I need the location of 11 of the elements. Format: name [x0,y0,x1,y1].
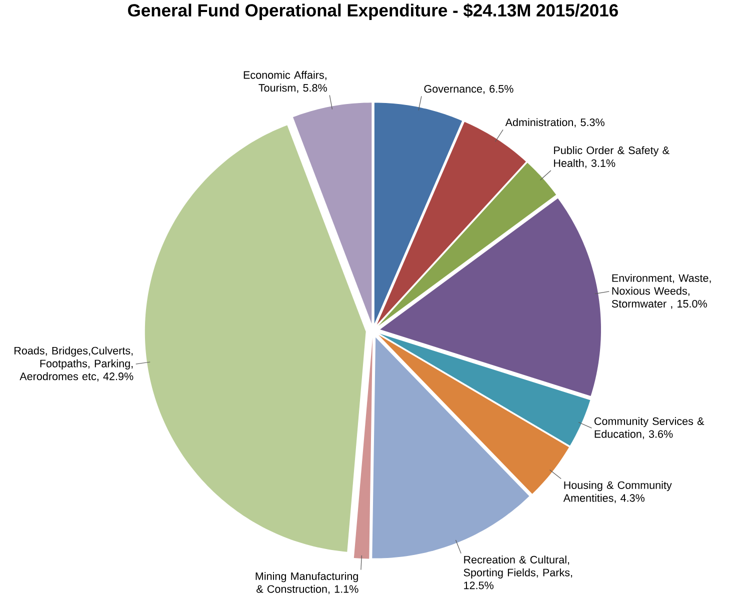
slice-label: Governance, 6.5% [424,84,514,94]
chart-title: General Fund Operational Expenditure - $24.13M 2015/2016 [128,3,618,20]
slice-label: Mining Manufacturing & Construction, 1.1% [256,572,358,594]
slice-label: Roads, Bridges,Culverts, Footpaths, Parking, Aerodromes etc, 42.9% [14,346,134,382]
slice-label: Community Services & Education, 3.6% [594,416,704,440]
slice-label: Administration, 5.3% [505,118,604,128]
slice-label: Environment, Waste, Noxious Weeds, Stormwater , 15.0% [612,274,711,309]
slice-label: Public Order & Safety & Health, 3.1% [554,146,670,168]
slice-label: Housing & Community Amentities, 4.3% [563,480,672,504]
slice-label: Economic Affairs, Tourism, 5.8% [244,70,327,93]
slice-label: Recreation & Cultural, Sporting Fields, Parks, 12.5% [464,556,572,590]
